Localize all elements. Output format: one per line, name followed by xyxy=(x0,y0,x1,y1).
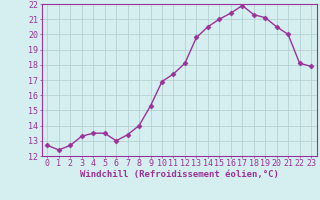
X-axis label: Windchill (Refroidissement éolien,°C): Windchill (Refroidissement éolien,°C) xyxy=(80,170,279,179)
